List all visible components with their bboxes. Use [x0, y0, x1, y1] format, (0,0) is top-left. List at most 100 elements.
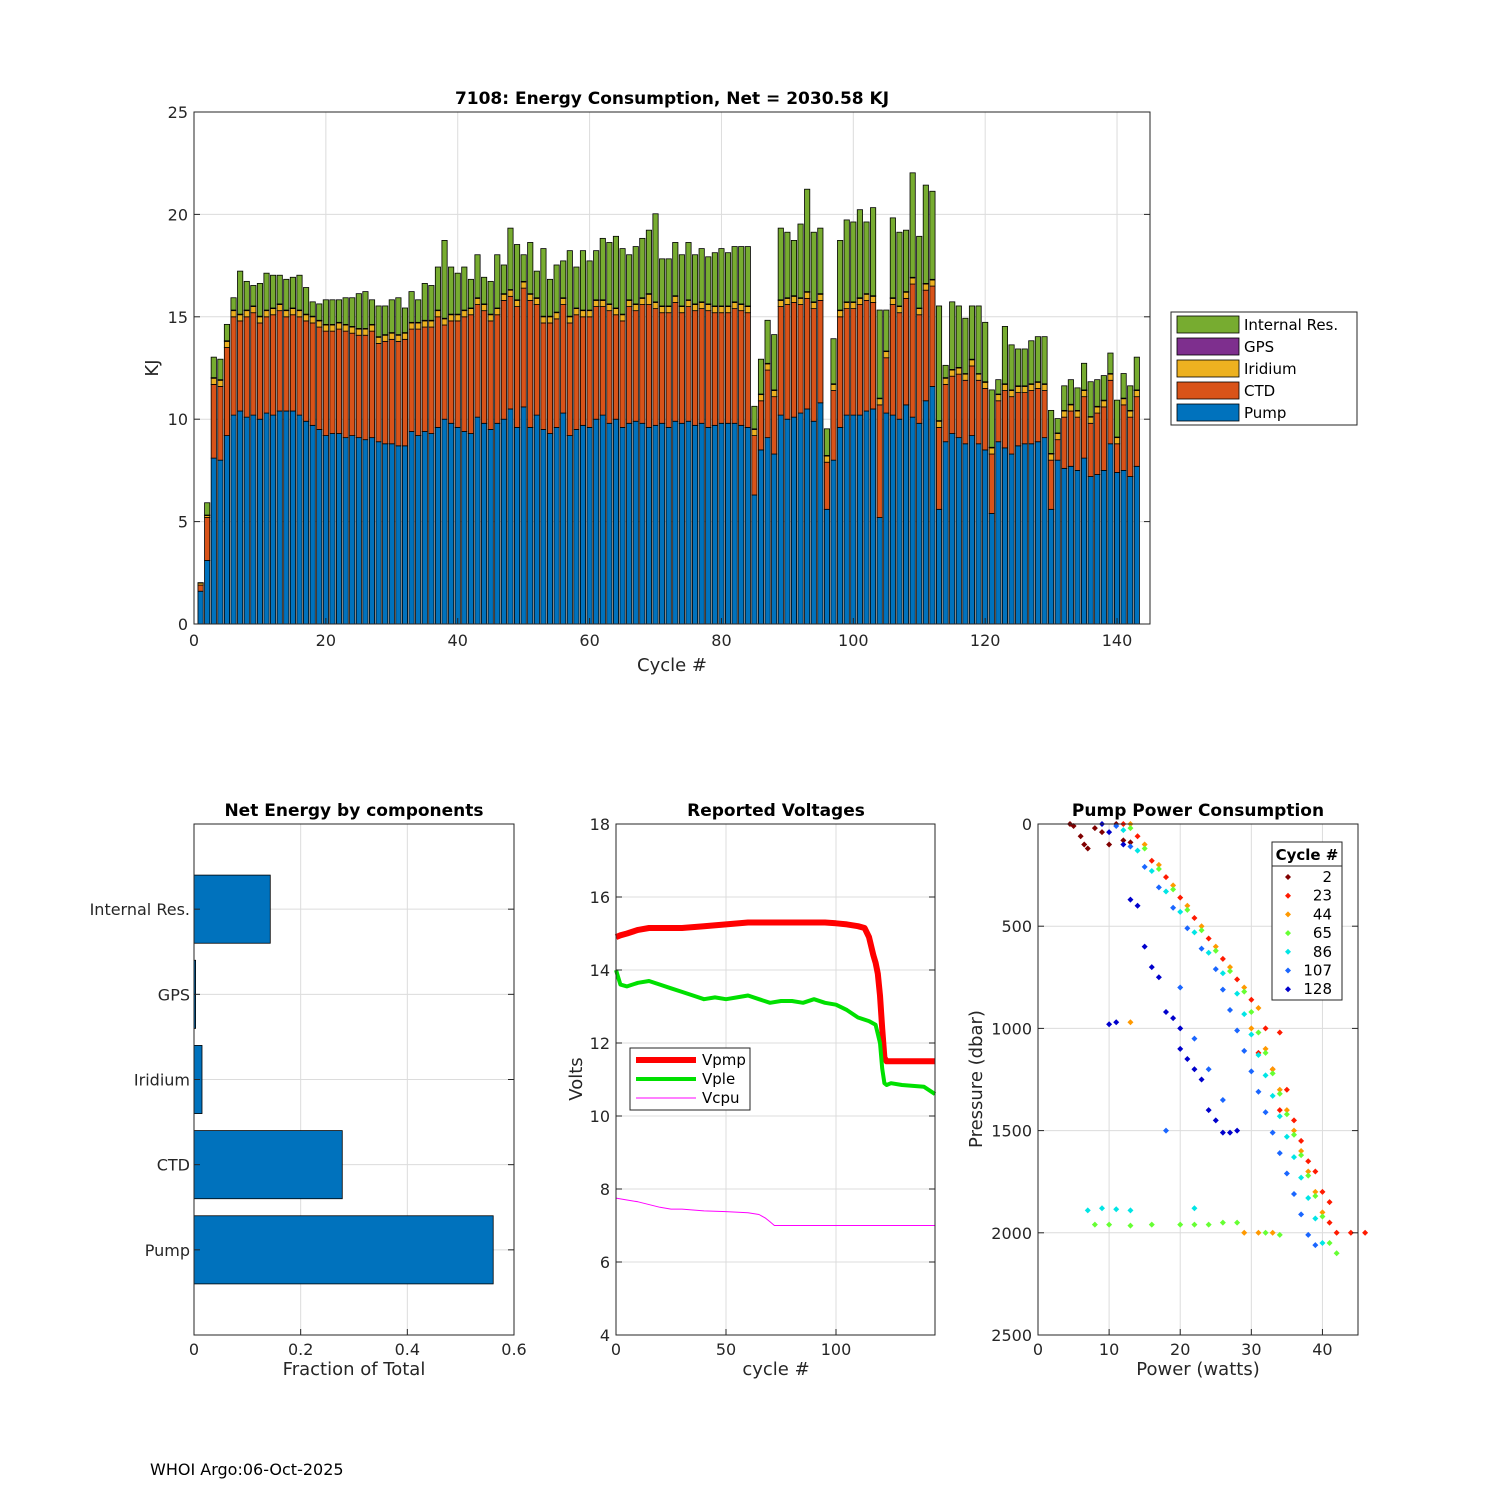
bar-ctd [230, 316, 237, 416]
bar-iridium [474, 297, 481, 305]
bar-internalres [566, 250, 573, 317]
bar-pump [975, 443, 982, 625]
bar-iridium [520, 281, 527, 289]
x-tick-label: 40 [448, 631, 468, 650]
scatter-point [1177, 1045, 1184, 1052]
bar-iridium [243, 310, 250, 318]
component-bar [193, 1130, 343, 1200]
bar-pump [382, 443, 389, 625]
bar-pump [935, 508, 943, 625]
bar-ctd [665, 312, 672, 428]
bar-pump [606, 422, 613, 625]
category-label: Pump [145, 1241, 190, 1260]
bar-pump [197, 590, 204, 625]
scatter-point [1127, 839, 1134, 846]
bar-internalres [520, 254, 527, 282]
bar-ctd [1094, 412, 1101, 475]
bar-internalres [698, 248, 705, 303]
bar-internalres [751, 405, 758, 430]
bar-pump [237, 410, 244, 625]
bar-pump [982, 449, 989, 625]
bar-internalres [606, 242, 613, 305]
scatter-point [1205, 1221, 1212, 1228]
bar-iridium [705, 304, 712, 312]
bar-pump [1001, 447, 1008, 625]
bar-internalres [388, 299, 395, 333]
scatter-point [1148, 1221, 1155, 1228]
scatter-point [1191, 1035, 1198, 1042]
bar-internalres [725, 252, 732, 307]
scatter-point [1248, 1031, 1255, 1038]
bar-pump [230, 414, 237, 625]
bar-iridium [804, 291, 811, 299]
bar-iridium [1127, 410, 1134, 418]
y-tick-label: 12 [590, 1034, 610, 1053]
scatter-point [1120, 841, 1127, 848]
scatter-point [1305, 1231, 1312, 1238]
bar-pump [263, 412, 270, 625]
legend-label: 23 [1313, 887, 1332, 905]
bar-iridium [652, 302, 659, 310]
bar-ctd [903, 297, 910, 406]
bar-iridium [467, 308, 474, 316]
bar-pump [837, 426, 844, 625]
bar-iridium [909, 277, 916, 285]
bar-internalres [916, 235, 923, 309]
bar-ctd [639, 304, 646, 424]
scatter-point [1283, 1111, 1290, 1118]
scatter-point [1198, 923, 1205, 930]
bar-internalres [962, 317, 969, 374]
bar-iridium [428, 320, 435, 328]
bar-ctd [678, 312, 685, 424]
bar-ctd [527, 300, 534, 428]
bar-iridium [942, 377, 949, 385]
bar-ctd [619, 320, 626, 428]
scatter-point [1269, 1229, 1276, 1236]
bar-pump [955, 437, 962, 625]
bar-iridium [1034, 381, 1041, 389]
bar-pump [1113, 472, 1121, 625]
bar-ctd [870, 302, 877, 410]
bar-pump [863, 410, 870, 625]
scatter-point [1120, 837, 1127, 844]
bar-internalres [955, 305, 962, 368]
scatter-point [1298, 1137, 1305, 1144]
bar-pump [1087, 476, 1094, 625]
bar-iridium [751, 429, 758, 436]
bar-internalres [837, 240, 844, 311]
bar-ctd [797, 304, 804, 414]
bar-ctd [909, 283, 916, 418]
scatter-point [1283, 1086, 1290, 1093]
y-tick-label: 1500 [991, 1122, 1032, 1141]
bar-ctd [1061, 416, 1068, 469]
bar-internalres [336, 299, 343, 323]
bar-ctd [303, 320, 310, 422]
bar-pump [540, 429, 547, 625]
net-energy-by-components-chart: 0 0.2 0.4 0.6 Internal Res. GPS Iridium CTD Pump… [90, 801, 527, 1380]
bar-iridium [388, 332, 395, 340]
bar-internalres [237, 270, 244, 315]
bar-iridium [949, 369, 956, 377]
bar-ctd [395, 340, 402, 447]
bar-ctd [210, 383, 217, 459]
scatter-point [1141, 943, 1148, 950]
scatter-point [1141, 841, 1148, 848]
bar-iridium [507, 289, 514, 297]
main-legend: Internal Res. GPS Iridium CTD Pump [1170, 311, 1358, 426]
bar-pump [1054, 459, 1061, 625]
bar-internalres [204, 502, 211, 516]
bar-iridium [573, 308, 580, 316]
bar-iridium [903, 291, 910, 299]
bar-iridium [270, 308, 277, 316]
scatter-point [1255, 1088, 1262, 1095]
bar-iridium [837, 310, 844, 318]
pump-power-consumption-chart: 0 10 20 30 40 0 500 1000 1500 2000 2500 Pump Power… [966, 801, 1369, 1380]
bar-internalres [784, 231, 791, 299]
bar-internalres [421, 283, 428, 321]
bar-ctd [388, 338, 395, 445]
bar-internalres [309, 301, 316, 317]
bar-iridium [1054, 433, 1061, 441]
bar-internalres [1001, 326, 1008, 385]
scatter-point [1163, 888, 1169, 895]
